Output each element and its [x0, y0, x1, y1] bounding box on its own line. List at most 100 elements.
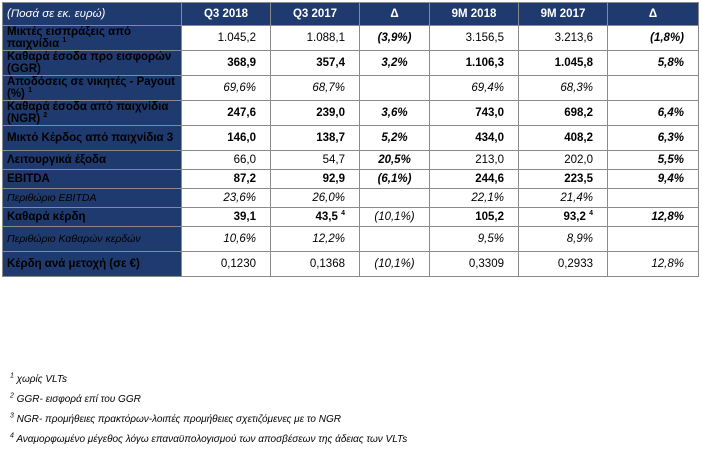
table-row: Αποδόσεις σε νικητές - Payout (%) 1 69,6…: [2, 75, 699, 101]
table-row: Καθαρά έσοδα προ εισφορών (GGR) 368,9 35…: [2, 50, 699, 76]
footnote-text: NGR- προμήθειες πρακτόρων-λοιπές προμήθε…: [13, 414, 341, 425]
cell-delta-9m: (1,8%): [607, 25, 699, 51]
cell-q3-2018: 10,6%: [181, 226, 271, 252]
row-label: Καθαρά έσοδα προ εισφορών (GGR): [2, 50, 182, 76]
table-row: Λειτουργικά έξοδα 66,0 54,7 20,5% 213,0 …: [2, 150, 699, 170]
footnote-marker: 4: [341, 210, 345, 218]
cell-q3-2017: 239,0: [270, 100, 360, 126]
cell-delta-9m: [607, 188, 699, 208]
row-label: Κέρδη ανά μετοχή (σε €): [2, 251, 182, 277]
footnote-marker: 1: [28, 87, 32, 95]
table-row: Μικτές εισπράξεις από παιχνίδια 1 1.045,…: [2, 25, 699, 51]
footnote-number: 2: [10, 392, 14, 400]
cell-delta-9m: 6,3%: [607, 125, 699, 151]
cell-delta-9m: 12,8%: [607, 251, 699, 277]
cell-9m-2018: 22,1%: [429, 188, 519, 208]
table-row: Καθαρά κέρδη 39,1 43,5 4 (10,1%) 105,2 9…: [2, 207, 699, 227]
footnote-text: GGR- εισφορά επί του GGR: [13, 394, 141, 405]
cell-q3-2017: 0,1368: [270, 251, 360, 277]
cell-delta-9m: 5,5%: [607, 150, 699, 170]
header-delta-9m: Δ: [607, 2, 699, 26]
row-label: EBITDA: [2, 169, 182, 189]
cell-delta-q3: (10,1%): [359, 207, 430, 227]
cell-9m-2018: 244,6: [429, 169, 519, 189]
cell-q3-2018: 87,2: [181, 169, 271, 189]
cell-value: 93,2: [563, 211, 586, 223]
footnote: 2 GGR- εισφορά επί του GGR: [10, 390, 407, 410]
cell-delta-q3: (3,9%): [359, 25, 430, 51]
cell-9m-2018: 9,5%: [429, 226, 519, 252]
cell-q3-2018: 368,9: [181, 50, 271, 76]
cell-9m-2017: 202,0: [518, 150, 608, 170]
footnote-text: Αναμορφωμένο μέγεθος λόγω επαναϋπολογισμ…: [13, 434, 408, 445]
footnote-number: 4: [10, 432, 14, 440]
cell-delta-9m: 5,8%: [607, 50, 699, 76]
cell-9m-2018: 434,0: [429, 125, 519, 151]
cell-9m-2017: 8,9%: [518, 226, 608, 252]
cell-q3-2017: 92,9: [270, 169, 360, 189]
cell-9m-2017: 698,2: [518, 100, 608, 126]
row-label-text: Καθαρά έσοδα από παιχνίδια (NGR): [7, 101, 169, 125]
row-label: Καθαρά κέρδη: [2, 207, 182, 227]
header-q3-2017: Q3 2017: [270, 2, 360, 26]
cell-delta-q3: (10,1%): [359, 251, 430, 277]
cell-9m-2017: 3.213,6: [518, 25, 608, 51]
cell-9m-2018: 3.156,5: [429, 25, 519, 51]
cell-9m-2017: 408,2: [518, 125, 608, 151]
footnote-number: 1: [10, 372, 14, 380]
row-label: Μικτό Κέρδος από παιχνίδια 3: [2, 125, 182, 151]
cell-delta-q3: [359, 188, 430, 208]
cell-delta-9m: 9,4%: [607, 169, 699, 189]
cell-q3-2017: 138,7: [270, 125, 360, 151]
cell-9m-2017: 1.045,8: [518, 50, 608, 76]
cell-delta-9m: 12,8%: [607, 207, 699, 227]
cell-delta-9m: 6,4%: [607, 100, 699, 126]
cell-q3-2018: 146,0: [181, 125, 271, 151]
cell-9m-2018: 69,4%: [429, 75, 519, 101]
table-header-row: (Ποσά σε εκ. ευρώ) Q3 2018 Q3 2017 Δ 9M …: [2, 2, 699, 26]
cell-delta-q3: [359, 75, 430, 101]
header-amounts-note: (Ποσά σε εκ. ευρώ): [2, 2, 182, 26]
cell-9m-2018: 213,0: [429, 150, 519, 170]
row-label: Λειτουργικά έξοδα: [2, 150, 182, 170]
header-9m-2017: 9M 2017: [518, 2, 608, 26]
footnote-marker: 2: [43, 112, 48, 120]
footnote-marker: 4: [589, 210, 593, 218]
cell-q3-2017: 12,2%: [270, 226, 360, 252]
cell-delta-q3: 3,6%: [359, 100, 430, 126]
footnote-marker: 1: [62, 37, 67, 45]
cell-q3-2017: 1.088,1: [270, 25, 360, 51]
cell-delta-q3: 3,2%: [359, 50, 430, 76]
cell-9m-2018: 0,3309: [429, 251, 519, 277]
cell-delta-q3: 20,5%: [359, 150, 430, 170]
cell-9m-2018: 1.106,3: [429, 50, 519, 76]
cell-9m-2017: 93,2 4: [518, 207, 608, 227]
header-delta-q3: Δ: [359, 2, 430, 26]
cell-q3-2017: 357,4: [270, 50, 360, 76]
header-9m-2018: 9M 2018: [429, 2, 519, 26]
cell-q3-2018: 69,6%: [181, 75, 271, 101]
cell-q3-2018: 39,1: [181, 207, 271, 227]
cell-q3-2018: 66,0: [181, 150, 271, 170]
row-label: Αποδόσεις σε νικητές - Payout (%) 1: [2, 75, 182, 101]
cell-delta-9m: [607, 226, 699, 252]
cell-delta-q3: (6,1%): [359, 169, 430, 189]
table-row: Μικτό Κέρδος από παιχνίδια 3 146,0 138,7…: [2, 125, 699, 151]
table-row: Καθαρά έσοδα από παιχνίδια (NGR) 2 247,6…: [2, 100, 699, 126]
cell-q3-2017: 43,5 4: [270, 207, 360, 227]
header-q3-2018: Q3 2018: [181, 2, 271, 26]
cell-delta-9m: [607, 75, 699, 101]
row-label-text: Αποδόσεις σε νικητές - Payout (%): [7, 76, 175, 100]
table-row: Περιθώριο Καθαρών κερδών 10,6% 12,2% 9,5…: [2, 226, 699, 252]
financial-results-table: (Ποσά σε εκ. ευρώ) Q3 2018 Q3 2017 Δ 9M …: [2, 2, 699, 277]
table-row: Περιθώριο EBITDA 23,6% 26,0% 22,1% 21,4%: [2, 188, 699, 208]
cell-value: 43,5: [315, 211, 338, 223]
table-row: Κέρδη ανά μετοχή (σε €) 0,1230 0,1368 (1…: [2, 251, 699, 277]
cell-9m-2017: 68,3%: [518, 75, 608, 101]
cell-delta-q3: [359, 226, 430, 252]
footnotes: 1 χωρίς VLTs 2 GGR- εισφορά επί του GGR …: [10, 370, 407, 450]
cell-q3-2018: 247,6: [181, 100, 271, 126]
table-row: EBITDA 87,2 92,9 (6,1%) 244,6 223,5 9,4%: [2, 169, 699, 189]
footnote: 1 χωρίς VLTs: [10, 370, 407, 390]
